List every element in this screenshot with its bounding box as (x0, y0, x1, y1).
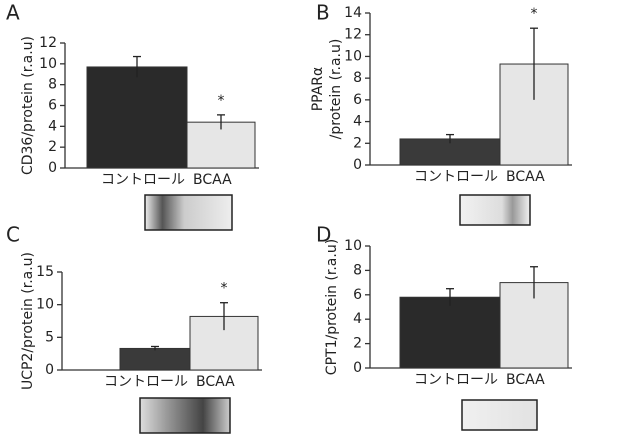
y-tick-label: 10 (344, 238, 362, 254)
y-tick-label: 0 (353, 360, 362, 376)
panel-label: B (316, 1, 330, 25)
blot (140, 398, 230, 433)
y-tick-label: 15 (36, 264, 54, 280)
y-axis-label: CPT1/protein (r.a.u) (324, 239, 340, 375)
x-tick-label: コントロール (101, 172, 185, 188)
y-tick-label: 4 (353, 114, 362, 130)
bar (120, 348, 190, 370)
y-tick-label: 12 (344, 27, 362, 43)
panel-label: C (6, 223, 20, 247)
x-tick-label: コントロール (104, 374, 188, 390)
bar (400, 297, 500, 368)
y-tick-label: 14 (344, 5, 362, 21)
y-tick-label: 4 (353, 311, 362, 327)
x-tick-label: コントロール (414, 372, 498, 388)
y-axis-label: CD36/protein (r.a.u) (20, 36, 36, 175)
y-tick-label: 0 (45, 362, 54, 378)
x-tick-label: BCAA (506, 169, 545, 185)
blot (460, 195, 530, 225)
y-tick-label: 4 (48, 118, 57, 134)
y-tick-label: 2 (353, 135, 362, 151)
significance-mark: * (221, 281, 228, 297)
y-tick-label: 6 (353, 287, 362, 303)
y-axis-label: PPARα (310, 67, 326, 112)
y-tick-label: 10 (344, 48, 362, 64)
significance-mark: * (531, 6, 538, 22)
y-tick-label: 10 (36, 297, 54, 313)
y-tick-label: 8 (48, 77, 57, 93)
y-tick-label: 8 (353, 262, 362, 278)
panel-label: A (6, 1, 20, 25)
y-tick-label: 2 (353, 336, 362, 352)
y-tick-label: 5 (45, 329, 54, 345)
figure: A024681012CD36/protein (r.a.u)コントロールBCAA… (0, 0, 628, 435)
y-tick-label: 0 (353, 157, 362, 173)
significance-mark: * (218, 93, 225, 109)
blot (462, 400, 537, 430)
y-axis-label: UCP2/protein (r.a.u) (20, 252, 36, 390)
x-tick-label: BCAA (506, 372, 545, 388)
y-tick-label: 6 (353, 92, 362, 108)
y-tick-label: 0 (48, 160, 57, 176)
bar (87, 67, 187, 168)
y-tick-label: 8 (353, 70, 362, 86)
x-tick-label: コントロール (414, 169, 498, 185)
y-axis-label: /protein (r.a.u) (328, 39, 344, 140)
y-tick-label: 10 (39, 56, 57, 72)
y-tick-label: 6 (48, 98, 57, 114)
y-tick-label: 2 (48, 139, 57, 155)
y-tick-label: 12 (39, 35, 57, 51)
x-tick-label: BCAA (193, 172, 232, 188)
blot (145, 195, 232, 230)
x-tick-label: BCAA (196, 374, 235, 390)
